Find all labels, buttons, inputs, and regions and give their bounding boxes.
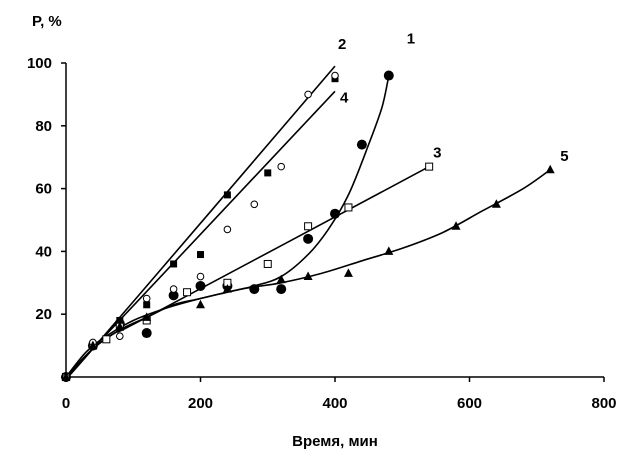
series-1-point xyxy=(303,233,314,244)
x-tick-label: 800 xyxy=(591,395,616,412)
series-3-point xyxy=(304,222,313,231)
series-2-point xyxy=(223,191,231,199)
y-tick-label: 100 xyxy=(27,55,52,72)
series-3-point xyxy=(102,335,111,344)
series-3-label: 3 xyxy=(433,145,441,162)
series-5-label: 5 xyxy=(560,148,568,165)
series-2-point xyxy=(197,251,204,259)
series-5-point xyxy=(545,164,555,174)
series-1-point xyxy=(195,280,206,291)
series-1-label: 1 xyxy=(407,31,415,48)
series-5-point xyxy=(276,274,286,284)
series-5-point xyxy=(142,312,152,321)
y-tick-label: 20 xyxy=(35,306,52,323)
series-5-point xyxy=(343,268,353,277)
series-4-point xyxy=(196,272,205,281)
series-5-point xyxy=(303,271,313,281)
series-1-point xyxy=(249,284,260,295)
series-4-point xyxy=(142,294,151,303)
series-1-point xyxy=(276,284,287,295)
x-tick-label: 600 xyxy=(457,395,482,412)
y-tick-label: 60 xyxy=(35,181,52,198)
series-5-point xyxy=(61,372,71,381)
series-2-label: 2 xyxy=(338,36,346,53)
series-4-point xyxy=(116,332,124,340)
plot-area: 0 200 400 600 800 20 40 60 80 100 1 2 3 4 5 xyxy=(27,31,617,412)
x-axis-label: Время, мин xyxy=(292,433,378,450)
series-5-point xyxy=(88,340,98,350)
series-1-point xyxy=(383,70,394,81)
series-3-point xyxy=(263,259,272,268)
series-1-point xyxy=(141,328,152,339)
series-3-point xyxy=(425,162,434,171)
x-tick-label: 0 xyxy=(62,395,70,412)
series-2-point xyxy=(116,316,124,324)
series-4-point xyxy=(331,71,339,80)
series-5-point xyxy=(196,299,205,309)
series-5-point xyxy=(384,246,394,255)
series-1-point xyxy=(330,208,340,219)
series-4-point xyxy=(250,200,259,209)
y-tick-label: 80 xyxy=(35,118,52,135)
x-tick-label: 200 xyxy=(188,395,213,412)
series-2-point xyxy=(264,169,272,177)
series-1-point xyxy=(356,139,367,150)
series-5-point xyxy=(222,284,232,293)
x-tick-label: 400 xyxy=(322,395,347,412)
series-2-line xyxy=(63,65,336,382)
series-5-point xyxy=(451,221,461,230)
series-5-point xyxy=(491,199,501,208)
y-tick-label: 40 xyxy=(35,243,52,260)
series-2-point xyxy=(170,260,178,268)
series-3-point xyxy=(344,203,353,212)
series-1-point xyxy=(168,290,179,301)
y-axis-label: P, % xyxy=(32,13,62,30)
series-4-point xyxy=(223,225,232,234)
series-4-point xyxy=(169,285,178,293)
series-2-point xyxy=(143,301,151,309)
series-3-line xyxy=(65,165,430,378)
series-5-point xyxy=(115,321,125,331)
series-4-point xyxy=(277,162,286,171)
series-3-point xyxy=(183,288,192,297)
series-4-point xyxy=(304,90,312,99)
series-4-label: 4 xyxy=(340,89,349,106)
